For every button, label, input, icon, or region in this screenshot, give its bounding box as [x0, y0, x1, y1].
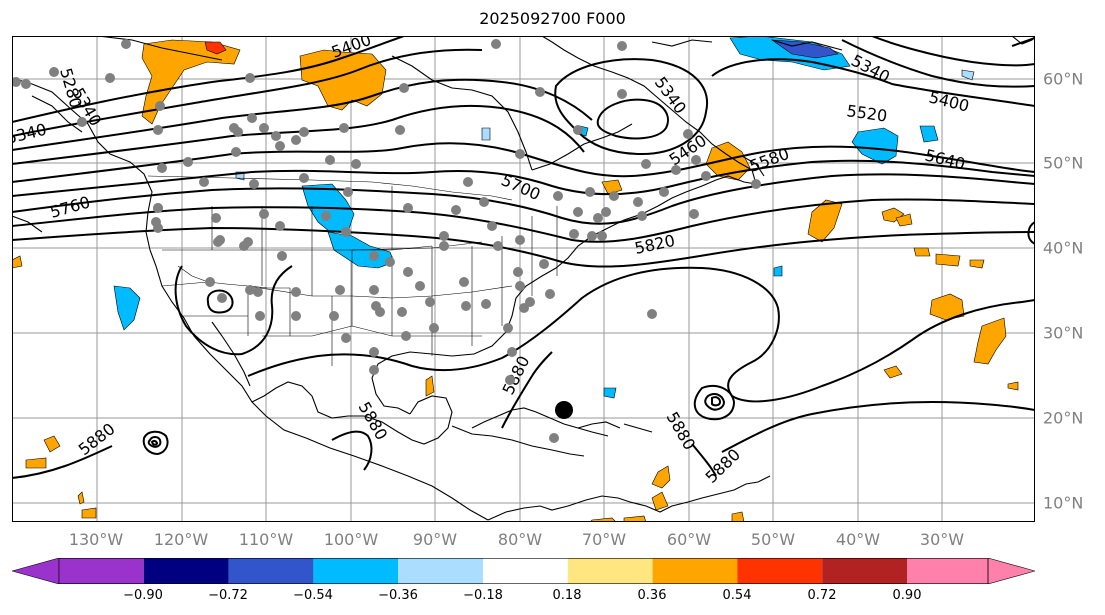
colorbar-tick-label: 0.54 [722, 588, 752, 603]
colorbar-segment [483, 558, 568, 584]
longitude-label: 120°W [153, 530, 209, 549]
colorbar-tick-label: −0.36 [378, 588, 418, 603]
height-contours [12, 36, 1035, 479]
highlighted-station-marker [555, 401, 573, 419]
longitude-label: 110°W [238, 530, 294, 549]
coastlines [12, 36, 1035, 521]
map-panel: 5400 5340 5280 5340 5760 5700 5820 5880 … [12, 36, 1035, 522]
colorbar-tick-label: 0.36 [637, 588, 667, 603]
longitude-label: 90°W [412, 530, 458, 549]
colorbar-tick-label: −0.54 [293, 588, 333, 603]
colorbar-tick-label: −0.18 [463, 588, 503, 603]
graticule [12, 36, 1035, 522]
map-frame [12, 36, 1035, 522]
latitude-label: 10°N [1043, 493, 1084, 513]
latitude-label: 50°N [1043, 153, 1084, 173]
longitude-label: 70°W [581, 530, 627, 549]
colorbar-segment [228, 558, 314, 584]
colorbar-tick-label: 0.72 [807, 588, 837, 603]
colorbar-tick-label: −0.72 [208, 588, 248, 603]
longitude-label: 100°W [323, 530, 379, 549]
colorbar-tick-label: 0.90 [892, 588, 922, 603]
colorbar-segment [652, 558, 738, 584]
latitude-label: 20°N [1043, 408, 1084, 428]
longitude-label: 130°W [68, 530, 124, 549]
map-svg: 5400 5340 5280 5340 5760 5700 5820 5880 … [12, 36, 1035, 522]
colorbar-tick-label: 0.18 [552, 588, 582, 603]
station-markers [12, 39, 761, 443]
colorbar-segment [737, 558, 823, 584]
longitude-label: 80°W [497, 530, 543, 549]
longitude-label: 50°W [750, 530, 796, 549]
longitude-label: 40°W [835, 530, 881, 549]
latitude-label: 40°N [1043, 238, 1084, 258]
colorbar-tick-label: −0.90 [123, 588, 163, 603]
colorbar-segment [907, 558, 988, 584]
colorbar-segment [567, 558, 653, 584]
colorbar-extend-low [10, 557, 60, 585]
colorbar-segment [143, 558, 229, 584]
colorbar-segment [59, 558, 144, 584]
colorbar [10, 557, 1037, 588]
map-title: 2025092700 F000 [479, 9, 626, 28]
colorbar-segment [398, 558, 483, 584]
latitude-label: 60°N [1043, 69, 1084, 89]
colorbar-segment [313, 558, 399, 584]
colorbar-extend-high [987, 557, 1037, 585]
colorbar-segment [822, 558, 907, 584]
longitude-label: 60°W [666, 530, 712, 549]
longitude-label: 30°W [919, 530, 965, 549]
latitude-label: 30°N [1043, 323, 1084, 343]
